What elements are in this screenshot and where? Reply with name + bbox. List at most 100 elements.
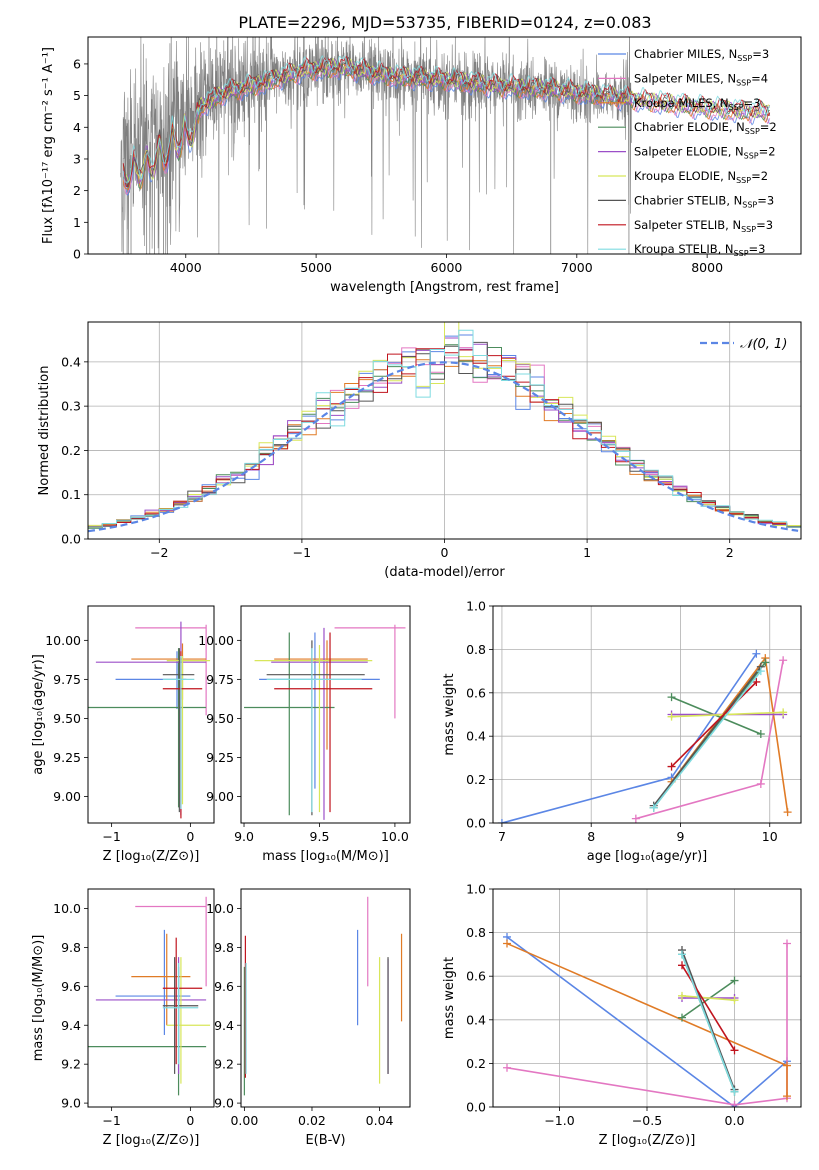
weight-vs-age-series-line (671, 681, 757, 768)
spectrum-xtick-label: 7000 (561, 260, 593, 275)
weight-vs-Z-point-marker (730, 1087, 739, 1096)
legend-label: Kroupa ELODIE, NSSP=2 (634, 169, 768, 185)
weight-vs-age-point-marker (779, 708, 788, 717)
weight-vs-Z-point-marker (730, 996, 739, 1005)
weight-vs-Z-ytick-label: 0.2 (466, 1056, 486, 1071)
spectrum-ytick-label: 4 (73, 120, 81, 135)
residuals-ytick-label: 0.3 (61, 399, 81, 414)
legend-label-main: Salpeter STELIB, N (634, 218, 741, 232)
age-vs-Z-ytick-label: 10.00 (45, 633, 81, 648)
weight-vs-Z-ytick-label: 0.4 (466, 1012, 486, 1027)
weight-vs-age-series-line (653, 666, 762, 807)
spectrum-xtick-label: 5000 (300, 260, 332, 275)
legend-label: Chabrier MILES, NSSP=3 (634, 47, 769, 63)
mass-vs-Z-ytick-label: 10.0 (53, 901, 81, 916)
mass-vs-Z-ytick-label: 9.6 (61, 979, 81, 994)
age-vs-mass-ytick-label: 9.50 (206, 711, 234, 726)
mass-vs-Z-ytick-label: 9.2 (61, 1057, 81, 1072)
legend-label-main: Chabrier ELODIE, N (634, 120, 745, 134)
weight-vs-age-point-marker (752, 677, 761, 686)
weight-vs-age-point-marker (667, 693, 676, 702)
mass-vs-Z-xtick-label: −1 (102, 1113, 120, 1128)
residuals-legend-label: 𝒩(0, 1) (740, 337, 787, 352)
weight-vs-age-xtick-label: 8 (587, 829, 595, 844)
mass-vs-EBV-ytick-label: 10.0 (206, 901, 234, 916)
spectrum-xtick-label: 8000 (691, 260, 723, 275)
residual-histogram-series (88, 329, 801, 539)
legend-label-tail: =4 (751, 71, 768, 85)
weight-vs-age-xtick-label: 9 (677, 829, 685, 844)
age-vs-Z-ylabel: age [log₁₀(age/yr)] (31, 654, 46, 775)
mass-vs-Z-plot-area (88, 896, 211, 1096)
mass-vs-EBV-xtick-label: 0.00 (230, 1113, 258, 1128)
mass-vs-EBV-axes: 0.00 0.02 0.04 9.0 9.2 9.4 9.6 9.8 10.0 E(B-V) (206, 888, 411, 1148)
spectrum-model-line (122, 57, 771, 184)
weight-vs-Z-point-marker (783, 1092, 791, 1101)
mass-vs-Z-xlabel: Z [log₁₀(Z/Z⊙)] (103, 1133, 200, 1148)
mass-vs-EBV-ytick-label: 9.0 (214, 1096, 234, 1111)
residuals-xtick-label: −1 (293, 545, 311, 560)
legend-label-sub: SSP (745, 127, 760, 136)
mass-vs-Z-axes: −1 0 9.0 9.2 9.4 9.6 9.8 10.0 Z [log₁₀(Z/Z⊙)] mas… (31, 888, 215, 1148)
weight-vs-Z-frame (492, 888, 802, 1108)
spectrum-plot-area (120, 37, 771, 254)
mass-vs-EBV-ytick-label: 9.6 (214, 979, 234, 994)
residuals-ytick-label: 0.1 (61, 487, 81, 502)
age-vs-Z-xtick-label: −1 (102, 829, 120, 844)
legend-label-sub: SSP (737, 54, 752, 63)
age-vs-Z-ytick-label: 9.75 (53, 672, 81, 687)
mass-vs-EBV-plot-area (243, 896, 403, 1096)
weight-vs-age-point-marker (631, 814, 640, 823)
legend-label-tail: =2 (751, 169, 768, 183)
normal-curve (88, 361, 799, 533)
weight-vs-age-ylabel: mass weight (442, 673, 457, 755)
age-vs-mass-xtick-label: 9.5 (310, 829, 330, 844)
residuals-xtick-label: 0 (441, 545, 449, 560)
mass-vs-Z-ytick-label: 9.8 (61, 940, 81, 955)
weight-vs-Z-series-line (506, 943, 788, 1106)
weight-vs-Z-series-line (681, 979, 735, 1019)
weight-vs-Z-ytick-label: 0.6 (466, 969, 486, 984)
weight-vs-Z-point-marker (503, 1063, 511, 1072)
legend-label-main: Salpeter MILES, N (634, 71, 736, 85)
age-vs-mass-xtick-label: 10.0 (381, 829, 409, 844)
spectrum-xtick-label: 6000 (431, 260, 463, 275)
residuals-ytick-label: 0.0 (61, 532, 81, 547)
spectrum-model-line (122, 56, 771, 188)
weight-vs-age-point-marker (756, 730, 765, 739)
legend-label-tail: =2 (759, 145, 776, 159)
mass-vs-EBV-ytick-label: 9.2 (214, 1057, 234, 1072)
spectrum-frame (87, 36, 802, 255)
spectrum-ytick-label: 1 (73, 215, 81, 230)
mass-vs-EBV-xtick-label: 0.02 (298, 1113, 326, 1128)
mass-vs-Z-ylabel: mass [log₁₀(M/M⊙)] (31, 935, 46, 1062)
weight-vs-age-point-marker (756, 779, 765, 788)
figure-title: PLATE=2296, MJD=53735, FIBERID=0124, z=0… (238, 13, 651, 32)
weight-vs-Z-xtick-label: −1.0 (544, 1113, 574, 1128)
legend-label: Salpeter MILES, NSSP=4 (634, 71, 768, 87)
weight-vs-age-ytick-label: 0.2 (466, 772, 486, 787)
weight-vs-age-plot-area (497, 649, 792, 823)
age-vs-Z-xtick-label: 0 (186, 829, 194, 844)
weight-vs-Z-series-line (681, 949, 736, 1090)
age-vs-mass-ytick-label: 9.25 (206, 750, 234, 765)
residuals-frame (87, 321, 802, 540)
weight-vs-age-axes: 7 8 9 10 0.0 0.2 0.4 0.6 0.8 1.0 age [log₁₀(age/yr… (442, 599, 802, 864)
mass-vs-Z-frame (87, 888, 215, 1108)
legend-label-main: Kroupa ELODIE, N (634, 169, 736, 183)
age-vs-Z-frame (87, 605, 215, 824)
legend-label-sub: SSP (734, 249, 749, 258)
spectrum-ytick-label: 0 (73, 247, 81, 262)
weight-vs-age-point-marker (779, 656, 788, 665)
legend-label-tail: =3 (744, 96, 761, 110)
weight-vs-Z-series-line (681, 995, 735, 1001)
weight-vs-Z-point-marker (783, 1061, 791, 1070)
spectrum-ytick-label: 5 (73, 88, 81, 103)
legend-label-tail: =3 (757, 193, 774, 207)
spectrum-model-line (122, 55, 771, 183)
mass-vs-EBV-ytick-label: 9.4 (214, 1018, 234, 1033)
weight-vs-Z-xtick-label: 0.0 (725, 1113, 745, 1128)
legend-label-sub: SSP (736, 78, 751, 87)
legend-label-sub: SSP (744, 152, 759, 161)
legend-label-main: Chabrier MILES, N (634, 47, 737, 61)
